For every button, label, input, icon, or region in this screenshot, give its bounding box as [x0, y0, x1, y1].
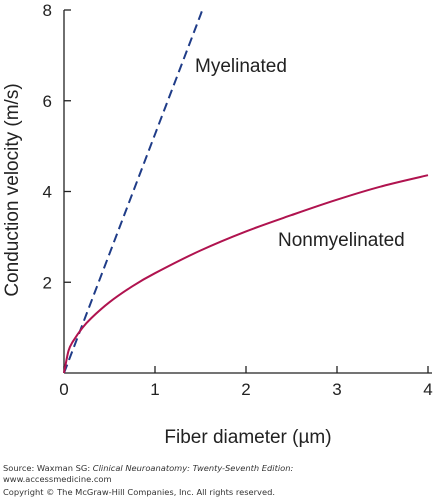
- x-tick-label: 4: [423, 380, 432, 399]
- y-axis-label: Conduction velocity (m/s): [2, 83, 23, 296]
- source-prefix: Source: Waxman SG:: [3, 463, 93, 473]
- source-line: Source: Waxman SG: Clinical Neuroanatomy…: [3, 464, 293, 472]
- y-tick-label: 2: [43, 273, 52, 292]
- x-tick-label: 3: [332, 380, 341, 399]
- y-tick-label: 4: [43, 183, 52, 202]
- source-url: www.accessmedicine.com: [3, 474, 112, 484]
- annotation-nonmyelinated: Nonmyelinated: [278, 230, 405, 251]
- annotation-myelinated: Myelinated: [195, 56, 287, 77]
- y-tick-label: 6: [43, 92, 52, 111]
- x-tick-label: 2: [241, 380, 250, 399]
- chart: 0 1 2 3 4 2 4 6 8 Myelinated Nonmyelinated Fiber…: [2, 1, 433, 448]
- series-line-nonmyelinated: [63, 174, 429, 374]
- ticks: 0 1 2 3 4 2 4 6 8: [43, 1, 433, 399]
- source-title: Clinical Neuroanatomy: Twenty-Seventh Ed…: [92, 463, 294, 473]
- annotations: Myelinated Nonmyelinated: [195, 56, 405, 251]
- x-tick-label: 0: [59, 380, 68, 399]
- y-tick-label: 8: [43, 1, 52, 20]
- series-line-myelinated: [63, 9, 204, 374]
- series-layer: [63, 9, 429, 374]
- x-tick-label: 1: [150, 380, 159, 399]
- copyright-line: Copyright © The McGraw-Hill Companies, I…: [3, 487, 275, 497]
- x-axis-label: Fiber diameter (µm): [164, 427, 331, 448]
